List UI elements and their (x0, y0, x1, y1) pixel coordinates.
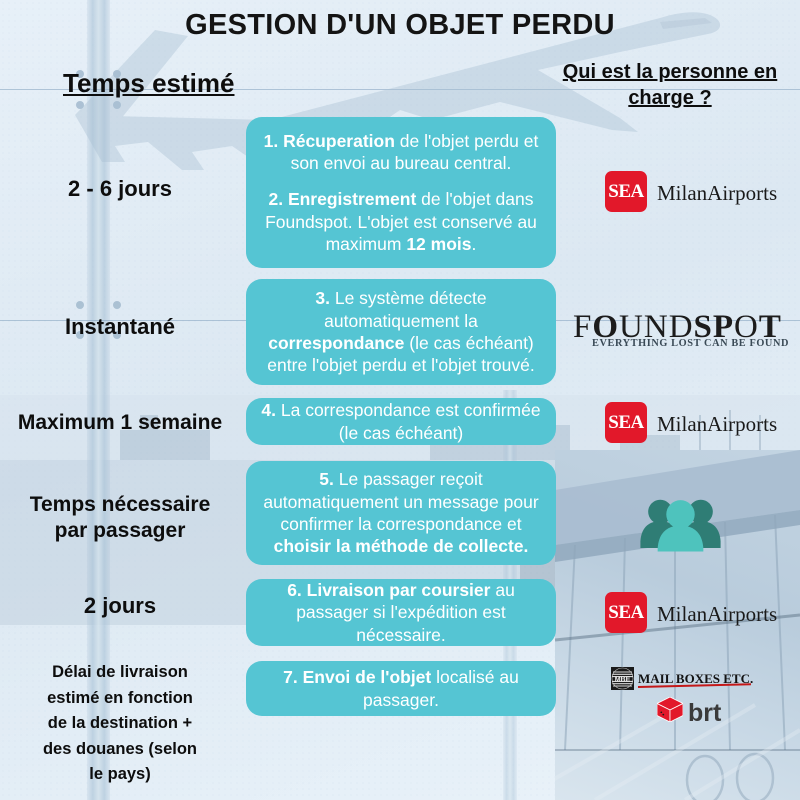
svg-text:MBE: MBE (615, 677, 631, 684)
